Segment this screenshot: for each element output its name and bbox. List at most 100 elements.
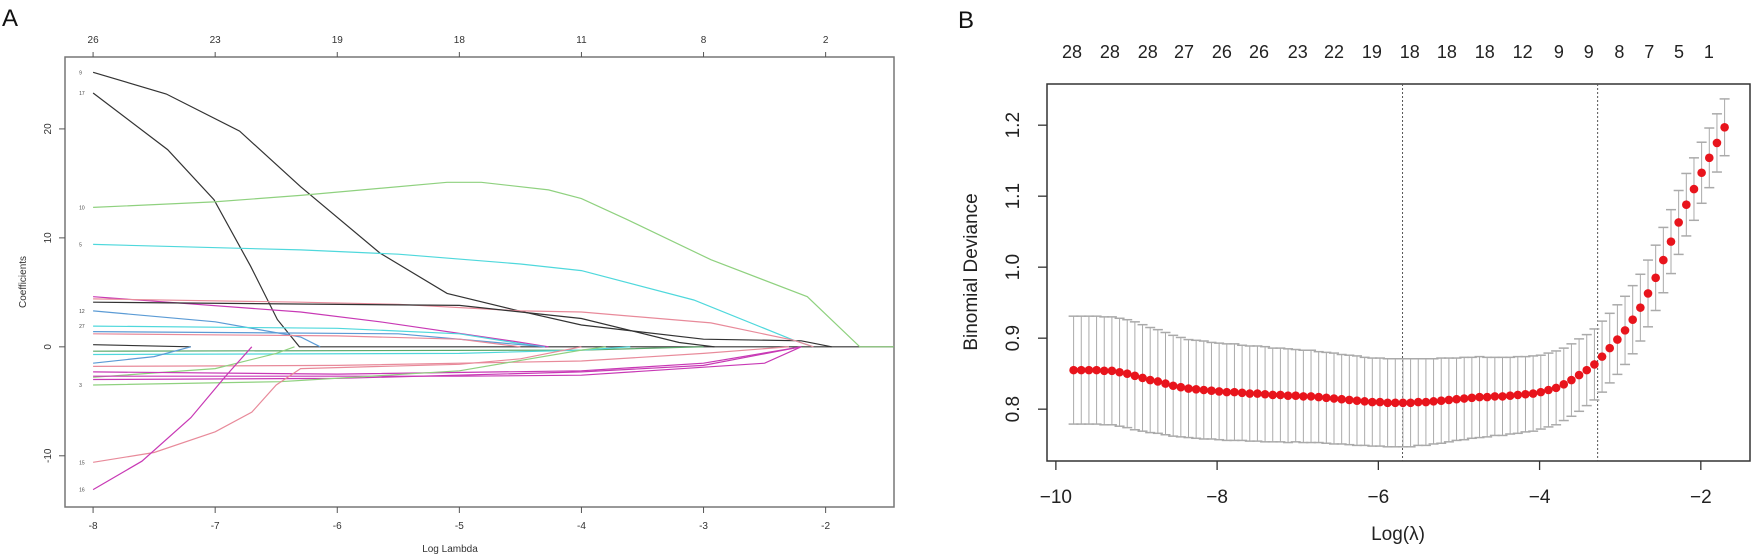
deviance-point [1406,398,1415,408]
coefficient-path [93,181,894,348]
deviance-point [1207,386,1216,396]
panel-b-ylabel: Binomial Deviance [961,193,982,350]
deviance-point [1613,335,1622,344]
top-axis-label: 18 [454,35,466,46]
deviance-point [1567,375,1576,385]
deviance-point [1398,398,1408,408]
deviance-point [1122,369,1132,378]
deviance-point [1245,389,1255,398]
deviance-point [1352,396,1362,405]
top-axis-label: 5 [1674,42,1684,62]
y-tick-label: 1.2 [1003,112,1024,138]
deviance-point [1689,184,1699,194]
y-tick-label: 0 [43,344,54,350]
deviance-point [1115,367,1124,377]
top-axis-label: 9 [1584,42,1594,62]
coefficient-path [93,298,814,348]
top-axis-label: 9 [1554,42,1564,62]
deviance-point [1176,382,1186,392]
deviance-point [1666,237,1676,246]
x-tick-label: -4 [577,521,586,532]
coefficient-path [93,296,549,348]
deviance-point [1597,352,1607,361]
panel-a-ylabel: Coefficients [18,256,29,308]
top-axis-label: 26 [1249,42,1269,62]
top-axis-label: 28 [1100,42,1120,62]
coefficient-path [93,333,521,348]
top-axis-label: 18 [1475,42,1495,62]
panel-b-letter: B [958,7,974,34]
coefficient-path [93,325,545,348]
coefficient-path [93,344,191,348]
deviance-point [1329,394,1339,403]
deviance-point [1505,391,1515,400]
deviance-point [1291,391,1301,400]
coefficient-path [93,346,582,463]
deviance-point [1712,138,1722,148]
coefficient-path [93,301,715,348]
deviance-point [1651,273,1660,283]
y-tick-label: -10 [43,448,54,463]
deviance-point [1314,392,1323,402]
deviance-point [1161,379,1170,388]
deviance-point [1720,123,1729,132]
coefficient-path [93,346,802,377]
deviance-point [1490,392,1500,401]
deviance-point [1153,377,1163,386]
deviance-point [1360,397,1369,406]
deviance-point [1222,387,1232,397]
deviance-point [1697,168,1706,178]
panel-b-xlabel: Log(λ) [1371,524,1425,545]
deviance-point [1528,389,1538,398]
deviance-point [1092,365,1101,375]
deviance-point [1237,388,1247,398]
deviance-point [1452,394,1461,404]
deviance-point [1138,373,1147,383]
deviance-point [1498,392,1507,401]
y-tick-label: 1.0 [1003,254,1024,280]
coefficient-path [93,310,321,348]
deviance-point [1337,394,1346,404]
deviance-point [1253,389,1262,398]
deviance-point [1559,380,1569,389]
top-axis-label: 27 [1174,42,1194,62]
deviance-point [1620,326,1630,335]
deviance-point [1574,370,1584,380]
deviance-point [1482,392,1492,402]
top-axis-label: 28 [1062,42,1082,62]
deviance-point [1628,315,1637,325]
top-axis-label: 12 [1513,42,1533,62]
deviance-point [1306,392,1316,401]
deviance-point [1375,397,1385,407]
x-tick-label: -7 [211,521,220,532]
deviance-point [1230,387,1239,397]
deviance-point [1582,365,1592,375]
x-tick-label: -2 [821,521,830,532]
deviance-point [1191,384,1201,394]
deviance-point [1521,389,1530,399]
coefficient-path [93,346,790,367]
deviance-point [1429,397,1438,406]
deviance-point [1145,375,1155,385]
y-tick-label: 1.1 [1003,183,1024,209]
panel-a-coefficient-paths: Log Lambda Coefficients -8 -7 -6 -5 -4 -3 -2 -1… [18,35,895,555]
path-label: 10 [79,205,85,211]
deviance-point [1475,392,1484,402]
deviance-point [1268,390,1278,400]
panel-a-xlabel: Log Lambda [422,544,478,555]
x-tick-label: −4 [1529,487,1551,508]
x-tick-label: −6 [1368,487,1390,508]
panel-b-cv-deviance: Log(λ) Binomial Deviance −10 −8 −6 −4 −2 0.8 0… [961,42,1751,545]
x-tick-label: -5 [455,521,464,532]
deviance-point [1643,289,1653,298]
top-axis-label: 26 [88,35,100,46]
deviance-point [1544,385,1553,395]
top-axis-label: 1 [1704,42,1714,62]
deviance-point [1184,384,1193,393]
deviance-point [1345,395,1354,405]
top-axis-label: 19 [1362,42,1382,62]
top-axis-label: 18 [1400,42,1420,62]
deviance-point [1260,389,1270,399]
coefficient-path [93,331,545,348]
